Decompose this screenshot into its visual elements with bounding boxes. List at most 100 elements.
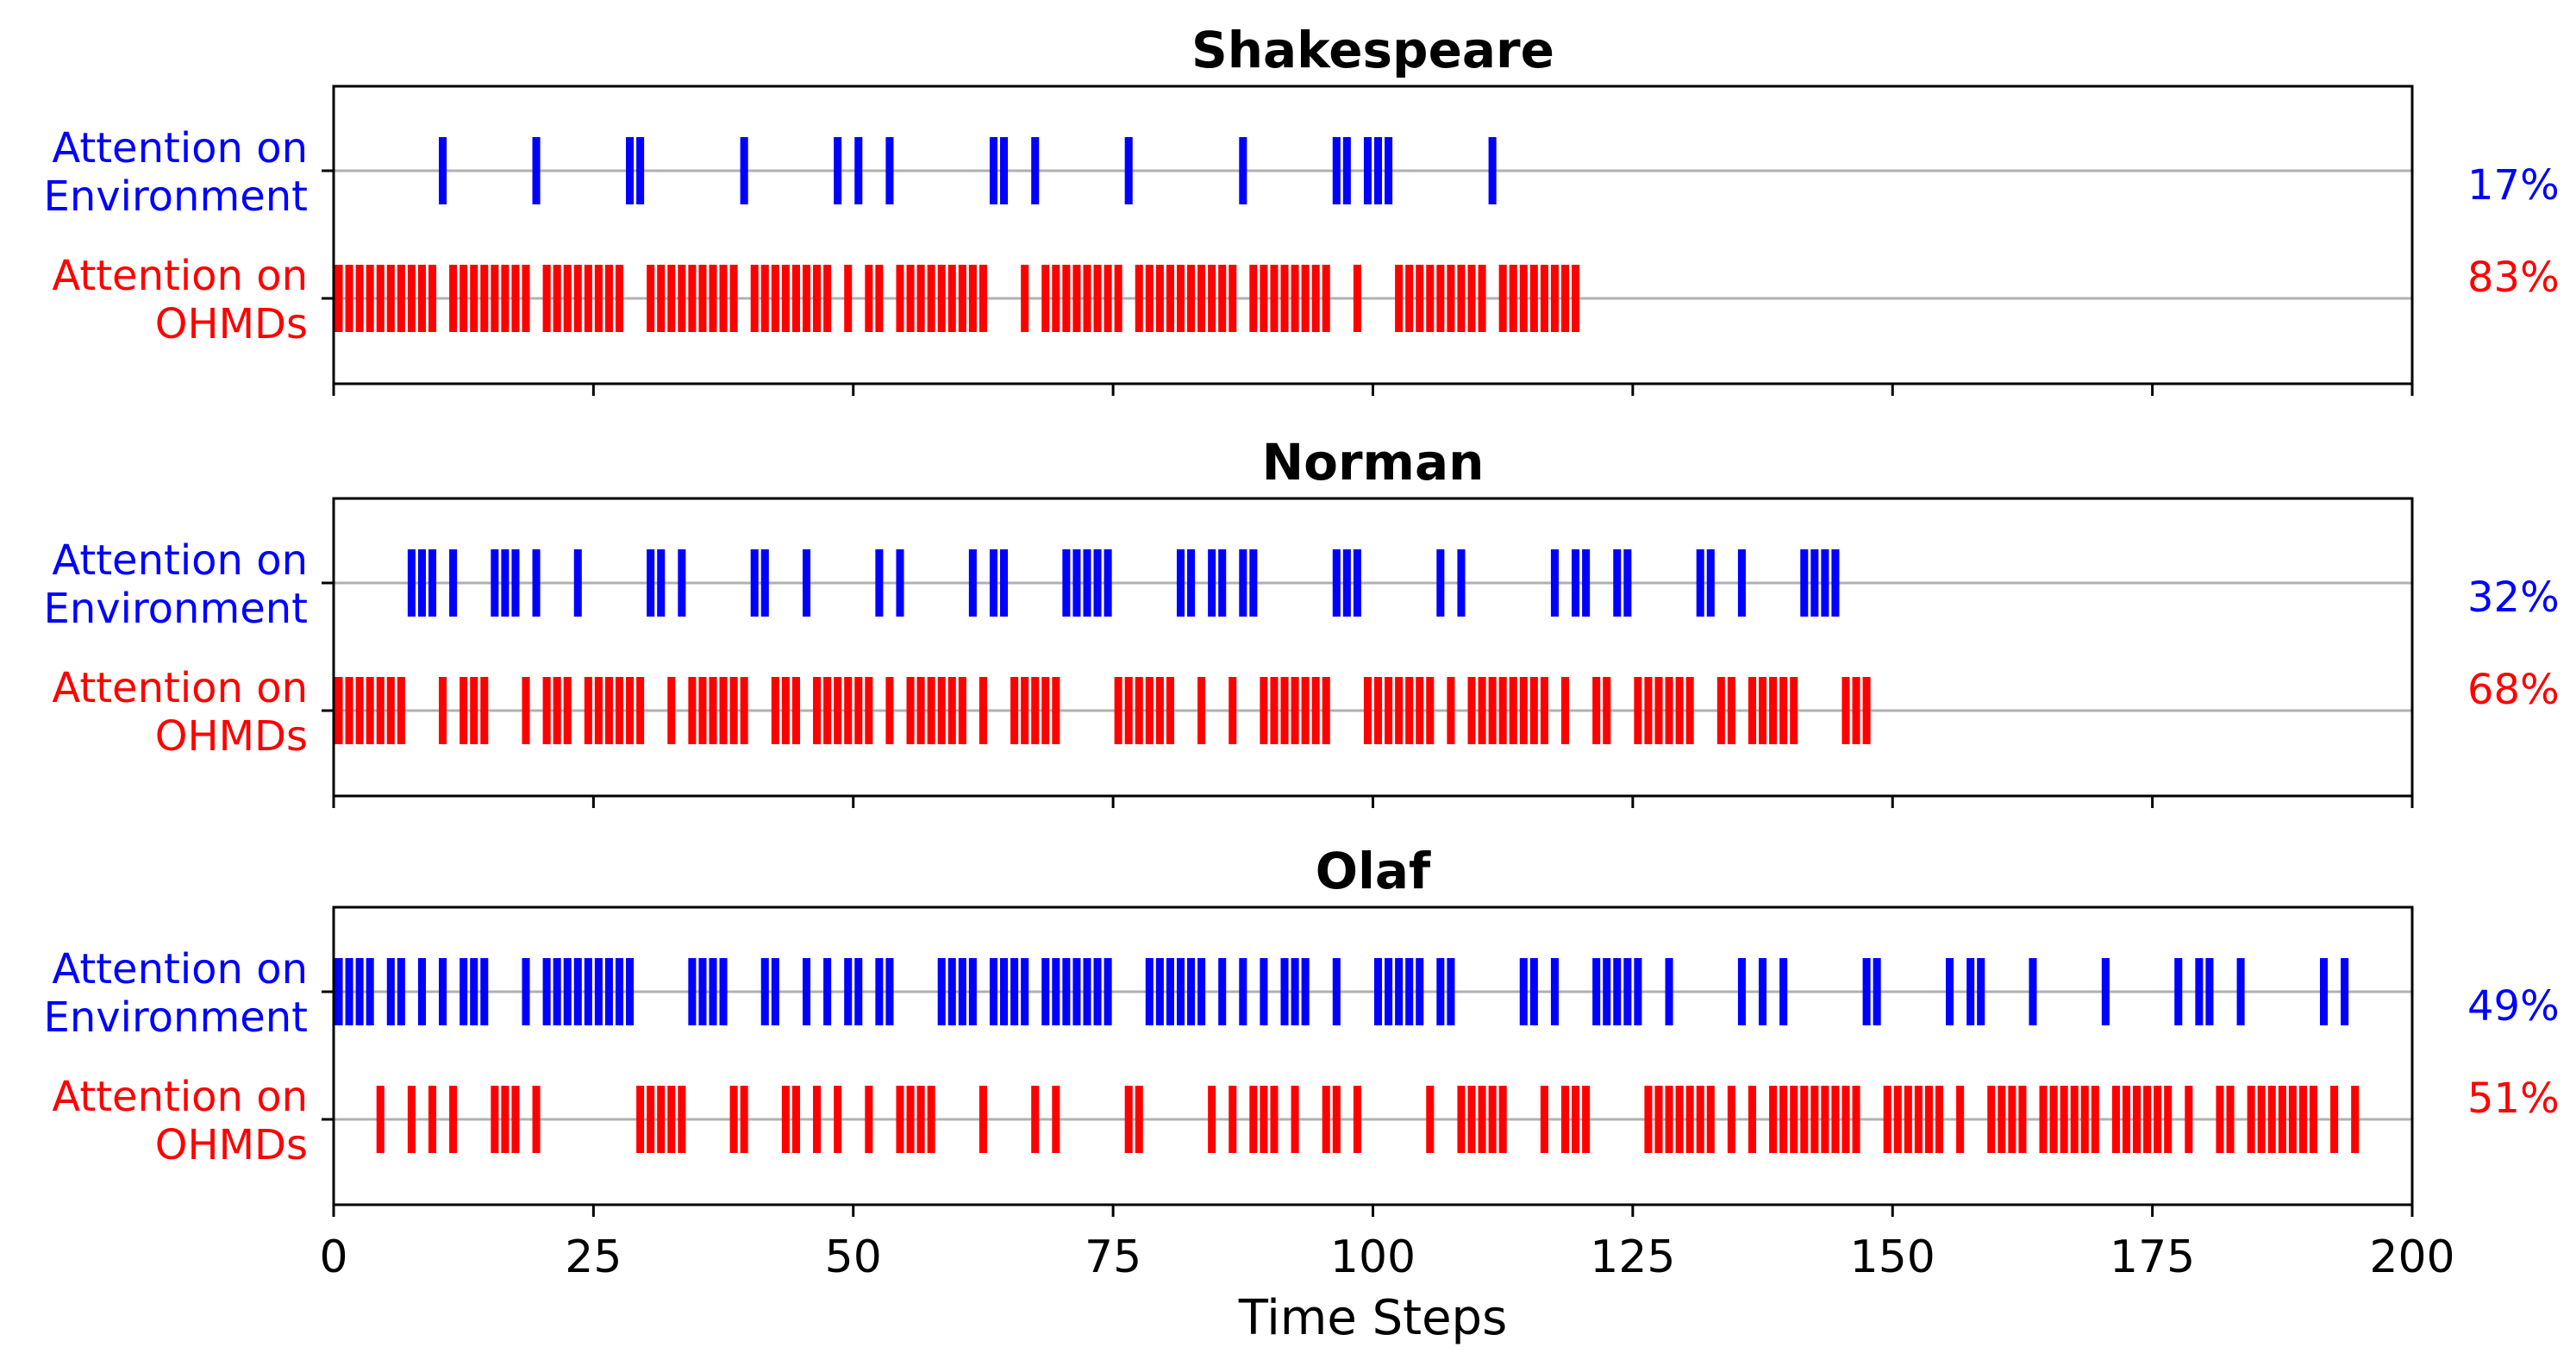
- ohmds-bar: [366, 265, 374, 332]
- ohmds-bar: [1779, 677, 1788, 744]
- ohmds-bar: [1260, 265, 1268, 332]
- ohmds-bar: [1385, 677, 1393, 744]
- environment-bar: [1062, 549, 1071, 617]
- ohmds-bar: [1332, 1086, 1341, 1153]
- ohmds-bar: [823, 265, 832, 332]
- ohmds-bar: [1998, 1086, 2006, 1153]
- ohmds-bar: [1031, 1086, 1040, 1153]
- ohmds-bar: [906, 265, 915, 332]
- ohmds-bar: [1301, 677, 1310, 744]
- environment-bar: [802, 549, 811, 617]
- ohmds-percentage: 68%: [2467, 666, 2560, 714]
- ohmds-bar: [2039, 1086, 2048, 1153]
- ohmds-bar: [865, 265, 873, 332]
- ohmds-bar: [1021, 677, 1029, 744]
- ohmds-bar: [823, 677, 832, 744]
- environment-bar: [1572, 549, 1580, 617]
- ohmds-bar: [1644, 1086, 1653, 1153]
- environment-row-label: Attention on: [52, 536, 308, 585]
- environment-bar: [1155, 958, 1164, 1025]
- x-tick-label: 25: [565, 1231, 622, 1283]
- ohmds-bar: [1260, 1086, 1268, 1153]
- environment-bar: [532, 549, 541, 617]
- ohmds-bar: [1592, 677, 1601, 744]
- environment-bars: [439, 137, 1497, 204]
- environment-bar: [542, 958, 551, 1025]
- panel-title: Norman: [1262, 433, 1485, 492]
- environment-bar: [532, 137, 541, 204]
- ohmds-bar: [553, 677, 561, 744]
- environment-bar: [1000, 549, 1009, 617]
- ohmds-bar: [1987, 1086, 1996, 1153]
- environment-bar: [968, 549, 977, 617]
- ohmds-bar: [760, 265, 769, 332]
- ohmds-bar: [2278, 1086, 2286, 1153]
- ohmds-bar: [1291, 1086, 1299, 1153]
- ohmds-bar: [1197, 677, 1206, 744]
- ohmds-bar: [366, 677, 374, 744]
- environment-bar: [1873, 958, 1881, 1025]
- environment-bar: [1416, 958, 1424, 1025]
- environment-bar: [937, 958, 946, 1025]
- ohmds-bar: [2216, 1086, 2224, 1153]
- ohmds-bar: [532, 1086, 541, 1153]
- ohmds-bar: [1498, 265, 1507, 332]
- ohmds-bar: [1447, 677, 1455, 744]
- ohmds-bar: [636, 1086, 645, 1153]
- ohmds-bar: [844, 265, 853, 332]
- ohmds-bar: [501, 265, 510, 332]
- ohmds-bar: [1790, 677, 1798, 744]
- ohmds-bar: [1447, 265, 1455, 332]
- environment-bar: [1353, 549, 1361, 617]
- ohmds-bar: [1322, 677, 1330, 744]
- ohmds-bar: [460, 677, 468, 744]
- x-tick-label: 175: [2110, 1231, 2195, 1283]
- ohmds-bars: [376, 1086, 2360, 1153]
- ohmds-bar: [1540, 1086, 1548, 1153]
- ohmds-bar: [626, 677, 635, 744]
- environment-bars: [335, 958, 2349, 1025]
- ohmds-bar: [1478, 1086, 1486, 1153]
- ohmds-bar: [1031, 677, 1040, 744]
- environment-percentage: 32%: [2467, 573, 2560, 622]
- ohmds-bar: [2133, 1086, 2141, 1153]
- environment-bar: [604, 958, 613, 1025]
- ohmds-bar: [1145, 265, 1154, 332]
- ohmds-bar: [1270, 1086, 1279, 1153]
- environment-bar: [875, 549, 884, 617]
- ohmds-bar: [345, 677, 353, 744]
- environment-bar: [491, 549, 499, 617]
- environment-bar: [1124, 137, 1133, 204]
- ohmds-bar: [865, 1086, 873, 1153]
- environment-bar: [1862, 958, 1871, 1025]
- ohmds-bar: [480, 265, 489, 332]
- ohmds-bar: [719, 677, 728, 744]
- environment-bar: [1072, 958, 1081, 1025]
- ohmds-bar: [1603, 677, 1611, 744]
- environment-bar: [573, 958, 582, 1025]
- ohmds-bar: [1311, 677, 1320, 744]
- ohmds-bar: [1229, 677, 1237, 744]
- ohmds-bar: [397, 265, 405, 332]
- ohmds-bar: [834, 1086, 842, 1153]
- ohmds-bar: [1467, 1086, 1476, 1153]
- ohmds-bar: [2351, 1086, 2360, 1153]
- ohmds-bar: [2164, 1086, 2173, 1153]
- environment-bar: [1000, 137, 1009, 204]
- environment-bar: [1249, 549, 1258, 617]
- ohmds-bar: [407, 265, 416, 332]
- ohmds-bar: [927, 265, 935, 332]
- environment-bar: [511, 549, 520, 617]
- ohmds-bar: [2122, 1086, 2131, 1153]
- ohmds-bar: [1810, 1086, 1819, 1153]
- environment-bar: [1946, 958, 1954, 1025]
- environment-bar: [428, 549, 437, 617]
- ohmds-bar: [1104, 265, 1112, 332]
- environment-bar: [709, 958, 717, 1025]
- ohmds-bar: [1790, 1086, 1798, 1153]
- ohmds-row-label: Attention on: [52, 1073, 308, 1121]
- ohmds-bar: [1436, 265, 1445, 332]
- environment-bar: [1187, 958, 1196, 1025]
- ohmds-bar: [1280, 677, 1289, 744]
